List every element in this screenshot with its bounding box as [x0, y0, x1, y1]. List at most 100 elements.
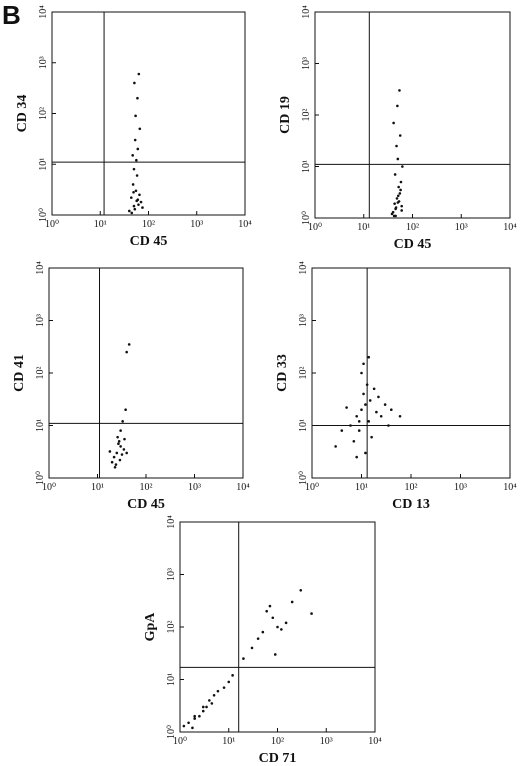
event-dot: [398, 89, 401, 92]
event-dot: [117, 440, 121, 443]
event-dot: [120, 453, 124, 456]
y-axis-title: CD 19: [278, 96, 293, 134]
x-tick-label: 10⁴: [368, 736, 382, 747]
event-dot: [132, 204, 136, 208]
event-dot: [193, 717, 196, 720]
event-dot: [310, 612, 313, 615]
event-dot: [364, 403, 367, 406]
event-dot: [122, 448, 126, 451]
event-dot: [115, 451, 119, 455]
y-tick-label: 10¹: [298, 419, 309, 432]
x-axis-title: CD 45: [130, 234, 168, 249]
event-dot: [396, 157, 400, 161]
event-dot: [394, 214, 397, 218]
event-dot: [365, 383, 369, 386]
event-dot: [182, 724, 186, 728]
event-dot: [352, 440, 356, 443]
x-tick-label: 10⁴: [236, 482, 250, 493]
event-dot: [242, 657, 245, 660]
event-dot: [135, 158, 138, 162]
event-dot: [397, 200, 401, 203]
x-tick-label: 10⁰: [42, 482, 56, 493]
y-tick-label: 10⁰: [35, 471, 46, 485]
x-tick-label: 10²: [405, 482, 418, 493]
event-dot: [134, 114, 137, 118]
event-dot: [368, 399, 372, 402]
y-tick-label: 10⁰: [298, 471, 309, 485]
y-axis-title: CD 33: [275, 354, 290, 392]
event-dot: [205, 705, 208, 709]
y-tick-label: 10⁰: [301, 211, 312, 225]
figure-label: B: [2, 0, 21, 30]
event-dot: [395, 197, 399, 200]
event-dot: [116, 435, 119, 439]
event-dot: [398, 414, 402, 418]
event-dot: [136, 96, 139, 100]
event-dot: [208, 699, 211, 702]
event-dot: [201, 709, 205, 713]
event-dot: [123, 437, 126, 441]
event-dot: [137, 72, 141, 76]
x-axis-title: CD 45: [127, 497, 165, 512]
event-dot: [355, 414, 359, 418]
event-dot: [396, 104, 399, 108]
plot-frame: [314, 11, 511, 219]
event-dot: [268, 604, 272, 608]
y-tick-label: 10⁴: [38, 5, 49, 19]
event-dot: [130, 211, 134, 215]
x-tick-label: 10²: [271, 736, 284, 747]
event-dot: [399, 180, 403, 184]
event-dot: [370, 435, 373, 439]
event-dot: [131, 154, 134, 157]
event-dot: [399, 188, 402, 192]
event-dot: [139, 200, 143, 204]
event-dot: [273, 653, 277, 656]
event-dot: [131, 183, 135, 186]
y-axis-title: CD 34: [15, 95, 30, 133]
event-dot: [191, 726, 194, 730]
event-dot: [212, 694, 216, 697]
event-dot: [133, 81, 136, 85]
event-dot: [280, 628, 283, 631]
y-tick-label: 10²: [35, 367, 46, 380]
x-tick-label: 10³: [454, 482, 467, 493]
y-tick-label: 10¹: [166, 673, 177, 686]
event-dot: [250, 646, 254, 650]
x-tick-label: 10⁰: [308, 222, 322, 233]
event-dot: [349, 424, 352, 427]
event-dot: [127, 209, 131, 213]
event-dot: [136, 147, 140, 151]
x-tick-label: 10⁴: [503, 222, 517, 233]
event-dot: [222, 686, 226, 689]
event-dot: [261, 630, 265, 634]
y-tick-label: 10³: [35, 314, 46, 327]
y-tick-label: 10³: [166, 568, 177, 581]
event-dot: [362, 392, 365, 396]
event-dot: [198, 714, 201, 718]
event-dot: [299, 589, 303, 592]
x-tick-label: 10³: [188, 482, 201, 493]
x-tick-label: 10¹: [91, 482, 104, 493]
event-dot: [265, 609, 268, 613]
event-dot: [138, 127, 142, 131]
event-dot: [393, 173, 397, 176]
x-axis-title: CD 13: [392, 497, 430, 512]
event-dot: [364, 451, 367, 455]
plot-frame: [311, 267, 511, 479]
y-tick-label: 10²: [166, 621, 177, 634]
event-dot: [357, 429, 361, 432]
event-dot: [193, 714, 196, 718]
event-dot: [276, 625, 279, 629]
event-dot: [118, 458, 122, 462]
event-dot: [114, 463, 118, 466]
event-dot: [290, 600, 294, 604]
x-tick-label: 10²: [406, 222, 419, 233]
x-tick-label: 10¹: [222, 736, 235, 747]
event-dot: [135, 199, 139, 203]
y-axis-title: GpA: [143, 612, 158, 642]
event-dot: [379, 414, 383, 418]
event-dot: [284, 621, 288, 625]
event-dot: [125, 451, 128, 455]
